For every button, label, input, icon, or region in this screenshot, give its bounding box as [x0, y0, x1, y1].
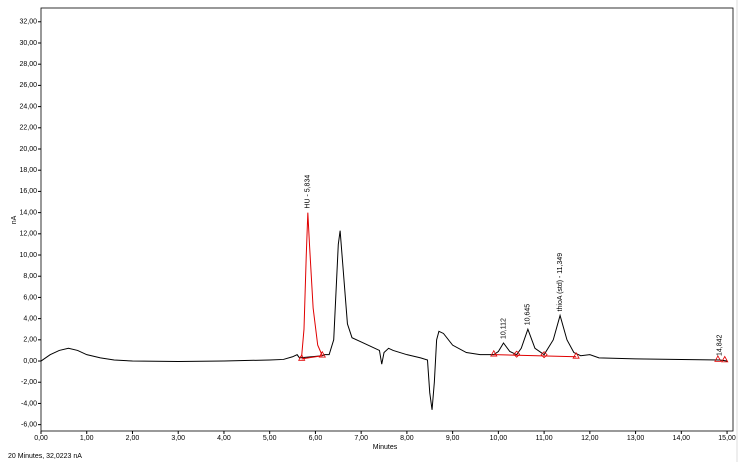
x-tick-label: 10,00 [490, 435, 508, 442]
x-tick-label: 5,00 [263, 435, 277, 442]
y-tick-label: -6,00 [21, 421, 37, 428]
x-tick-label: 11,00 [536, 435, 553, 442]
x-tick-label: 2,00 [126, 435, 140, 442]
trace [299, 212, 323, 359]
y-tick-label: 26,00 [19, 82, 37, 89]
integration-event [540, 351, 548, 359]
y-tick-label: 6,00 [23, 294, 37, 301]
trace [40, 230, 728, 410]
y-tick-label: 4,00 [23, 315, 37, 322]
integration-event [318, 350, 326, 358]
x-tick-label: 14,00 [673, 435, 691, 442]
y-tick-label: 10,00 [19, 252, 37, 259]
integration-event [572, 351, 580, 359]
y-tick-label: 28,00 [19, 61, 37, 68]
integration-event [714, 355, 722, 362]
x-tick-label: 1,00 [80, 435, 94, 442]
peak-label: 10,645 [525, 304, 532, 326]
y-tick-label: 20,00 [19, 146, 37, 153]
x-tick-label: 9,00 [446, 435, 460, 442]
y-tick-label: 14,00 [19, 209, 37, 216]
plot-frame [40, 7, 734, 432]
x-tick-label: 12,00 [581, 435, 599, 442]
y-tick-label: 12,00 [19, 231, 37, 238]
x-tick-label: 7,00 [354, 435, 368, 442]
integration-event [721, 355, 729, 363]
y-tick-label: 18,00 [19, 167, 37, 174]
y-tick-label: -2,00 [21, 379, 37, 386]
integration-event [298, 354, 306, 361]
x-tick-label: 3,00 [171, 435, 185, 442]
y-tick-label: 24,00 [19, 103, 37, 110]
integration-event [490, 349, 498, 357]
x-tick-label: 15,00 [718, 435, 736, 442]
peak-label: 14,842 [717, 334, 724, 356]
trace [301, 354, 577, 360]
peak-label: thioA (std) - 11,349 [557, 253, 564, 312]
peak-label: HU - 5,834 [305, 175, 312, 209]
x-tick-label: 6,00 [309, 435, 323, 442]
x-tick-label: 0,00 [34, 435, 48, 442]
peak-label: 10,112 [500, 318, 507, 339]
y-tick-label: 22,00 [19, 125, 37, 132]
x-tick-label: 4,00 [217, 435, 231, 442]
integration-event [513, 350, 521, 358]
y-tick-label: 2,00 [23, 337, 37, 344]
y-tick-label: 32,00 [19, 19, 37, 26]
y-tick-label: 8,00 [23, 273, 37, 280]
y-tick-label: 30,00 [19, 40, 37, 47]
footer: 20 Minutes, 32,0223 nA [8, 453, 82, 460]
y-tick-label: -4,00 [21, 400, 37, 407]
y-tick-label: 16,00 [19, 188, 37, 195]
y-tick-label: 0,00 [23, 358, 37, 365]
x-tick-label: 13,00 [627, 435, 645, 442]
x-axis-label: Minutes [373, 444, 398, 451]
y-axis-label: nA [11, 215, 18, 224]
x-tick-label: 8,00 [400, 435, 414, 442]
